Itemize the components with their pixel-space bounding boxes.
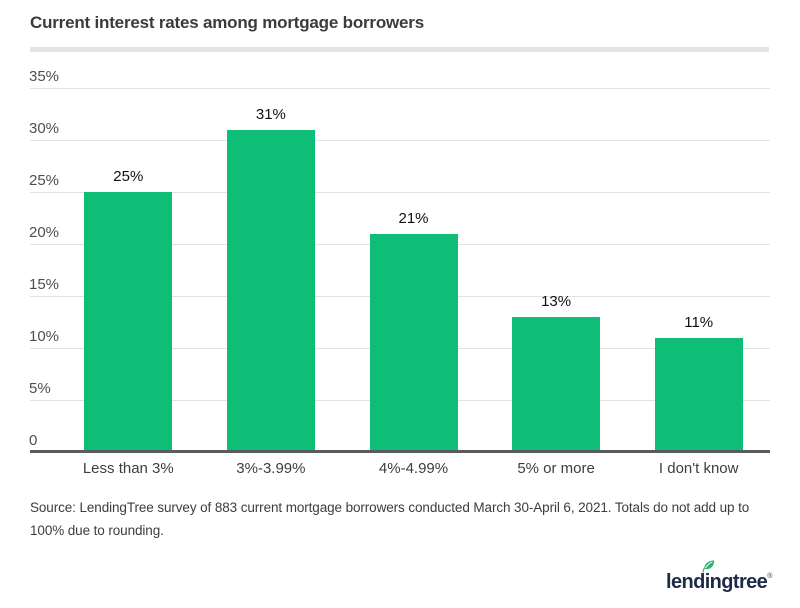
x-axis-line (30, 450, 770, 453)
bar-value-label: 13% (541, 292, 572, 310)
y-tick-label: 0 (29, 432, 38, 449)
x-axis-label: I don't know (658, 460, 739, 477)
lendingtree-logo: lendingtree® (666, 560, 773, 593)
bar-value-label: 21% (398, 209, 429, 227)
registered-trademark-symbol: ® (767, 573, 773, 580)
title-divider (30, 47, 769, 52)
bar-value-label: 25% (113, 168, 144, 185)
x-axis-label: 5% or more (517, 460, 595, 477)
gridline (30, 140, 770, 141)
y-tick-label: 25% (29, 172, 60, 189)
y-tick-label: 35% (29, 68, 60, 85)
gridline (30, 192, 770, 193)
y-tick-label: 15% (29, 276, 60, 293)
bar (84, 192, 173, 452)
y-tick-label: 30% (29, 120, 60, 137)
bar-chart-plot-area: 35% 30% 25% 20% 15% 10% 5% 0 25% 31% 21% 13% 11% Le… (29, 68, 770, 477)
bar (226, 129, 315, 452)
source-note: Source: LendingTree survey of 883 curren… (30, 500, 750, 538)
y-tick-label: 20% (29, 224, 60, 241)
bar-value-label: 31% (255, 105, 286, 123)
y-tick-label: 10% (29, 328, 60, 345)
bar (512, 316, 601, 452)
chart-title: Current interest rates among mortgage bo… (30, 13, 424, 32)
x-axis-label: Less than 3% (82, 460, 174, 477)
logo-wordmark: lendingtree (666, 571, 768, 593)
gridline (30, 88, 770, 89)
bar (654, 337, 743, 452)
x-axis-label: 4%-4.99% (378, 460, 449, 477)
leaf-icon (702, 560, 715, 573)
bar (369, 233, 458, 452)
bar-value-label: 11% (684, 313, 714, 331)
x-axis-label: 3%-3.99% (236, 460, 306, 477)
y-tick-label: 5% (29, 380, 51, 397)
